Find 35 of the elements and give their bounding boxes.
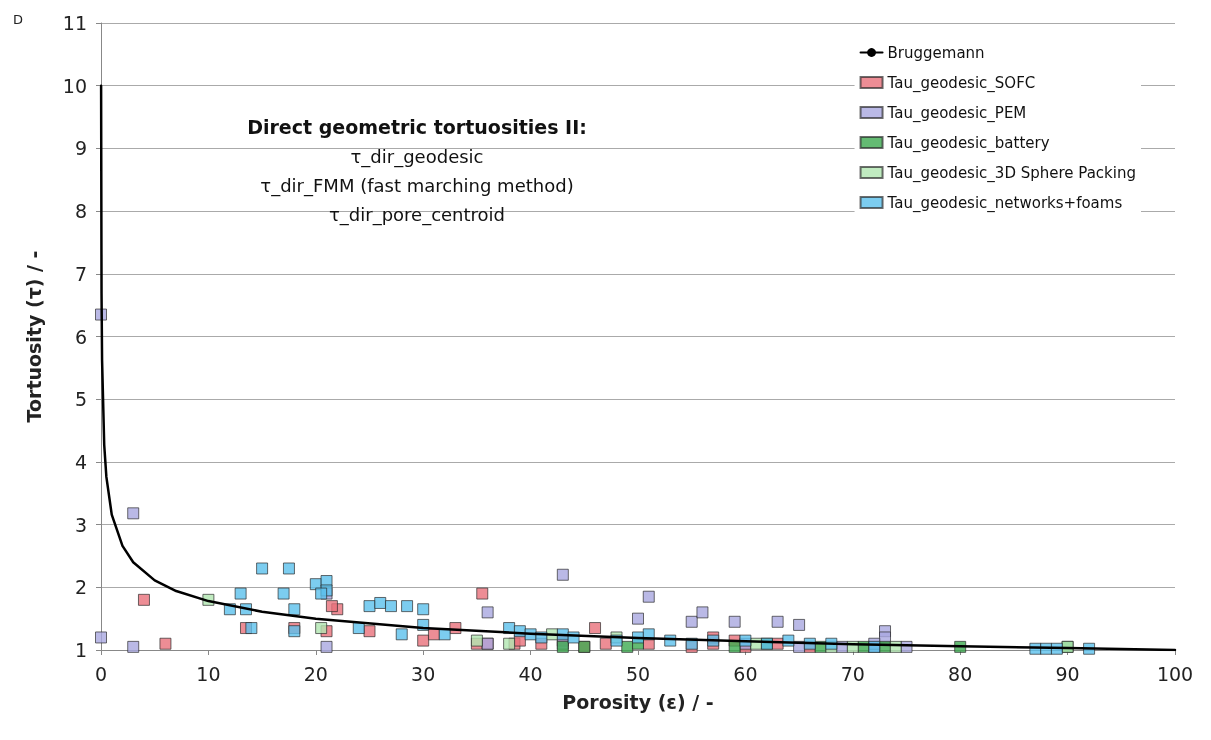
x-tick-label: 40: [518, 662, 543, 685]
x-tick-label: 70: [840, 662, 865, 685]
legend-label: Tau_geodesic_3D Sphere Packing: [886, 163, 1136, 183]
y-tick-label: 9: [74, 137, 87, 160]
y-tick-label: 10: [62, 74, 87, 97]
x-tick-label: 20: [303, 662, 328, 685]
text: D: [13, 12, 24, 27]
legend-label: Tau_geodesic_battery: [886, 133, 1050, 153]
y-tick-label: 1: [74, 639, 87, 661]
y-axis-title: Tortuosity (τ) / -: [22, 250, 45, 423]
y-tick-label: 6: [74, 325, 87, 348]
y-tick-label: 4: [74, 450, 87, 473]
x-tick-label: 10: [196, 662, 221, 685]
y-tick-label: 2: [74, 576, 87, 599]
x-tick-label: 60: [733, 662, 758, 685]
annotation: τ_dir_pore_centroid: [328, 204, 506, 226]
x-tick-label: 50: [625, 662, 651, 685]
legend-label: Tau_geodesic_PEM: [886, 103, 1027, 123]
x-tick-label: 90: [1055, 662, 1080, 685]
x-axis-title: Porosity (ε) / -: [562, 690, 714, 713]
x-tick-label: 80: [948, 662, 973, 685]
y-tick-label: 5: [74, 388, 87, 411]
x-tick-label: 100: [1156, 662, 1194, 685]
x-tick-label: 0: [94, 662, 108, 685]
legend-label: Tau_geodesic_networks+foams: [886, 193, 1123, 213]
x-tick-label: 30: [411, 662, 436, 685]
annotation: τ_dir_geodesic: [350, 146, 484, 168]
y-tick-label: 3: [74, 513, 87, 536]
annotation: τ_dir_FMM (fast marching method): [260, 175, 574, 197]
annotation: Direct geometric tortuosities II:: [247, 115, 587, 138]
legend-label: Tau_geodesic_SOFC: [886, 73, 1036, 93]
y-tick-label: 8: [74, 200, 87, 223]
legend-label: Bruggemann: [887, 43, 985, 62]
y-tick-label: 11: [62, 12, 87, 34]
y-tick-label: 7: [74, 262, 87, 285]
